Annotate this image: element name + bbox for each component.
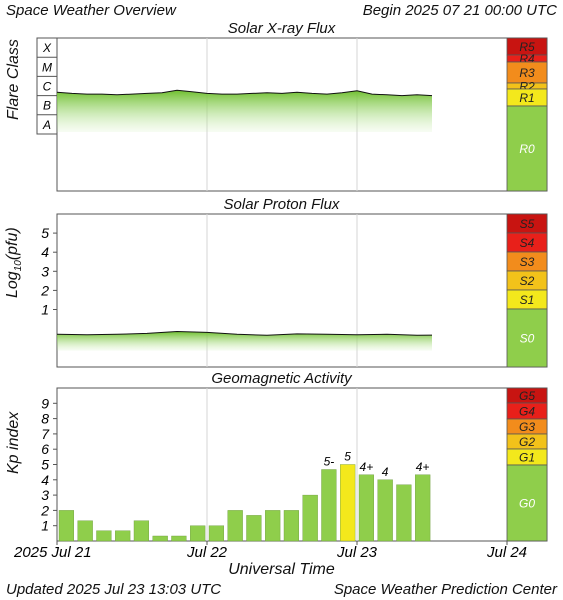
proton-ytick-label: 5	[41, 225, 49, 241]
xaxis-title: Universal Time	[228, 561, 335, 578]
kp-bar	[115, 530, 131, 542]
xray-scale-label: R1	[519, 91, 534, 105]
kp-bar	[396, 484, 412, 542]
proton-scale-label: S5	[520, 217, 535, 231]
kp-scale-label: G4	[519, 405, 535, 419]
kp-bar	[77, 520, 93, 542]
page-title: Space Weather Overview	[6, 2, 176, 19]
proton-ytick-label: 1	[41, 302, 49, 318]
kp-bar	[171, 535, 187, 542]
kp-ytick-label: 6	[41, 441, 49, 457]
kp-scale-label: G1	[519, 451, 535, 465]
xray-flux-line	[56, 89, 433, 97]
kp-scale-label: G3	[519, 420, 535, 434]
kp-ytick-label: 4	[41, 472, 49, 488]
xaxis-tick-label: Jul 22	[186, 544, 228, 561]
proton-scale-box	[506, 308, 548, 368]
kp-bar	[246, 515, 262, 542]
kp-plot-frame	[56, 387, 548, 542]
proton-scale-label: S1	[520, 293, 535, 307]
kp-data-label: 4+	[416, 460, 430, 474]
kp-bar	[358, 474, 375, 542]
kp-bar	[415, 474, 431, 542]
proton-ytick-label: 3	[41, 263, 49, 279]
kp-data-label: 4+	[360, 460, 374, 474]
kp-ytick-label: 1	[41, 518, 49, 534]
kp-ytick-label: 3	[41, 487, 49, 503]
source-label: Space Weather Prediction Center	[333, 581, 557, 598]
xray-class-label: C	[43, 80, 52, 94]
xray-flux-area	[57, 90, 432, 132]
xaxis-tick-label: 2025 Jul 21	[13, 544, 92, 561]
proton-title: Solar Proton Flux	[223, 196, 340, 213]
proton-scale-label: S0	[520, 332, 535, 346]
kp-bar	[302, 494, 318, 542]
kp-bar	[96, 530, 112, 542]
proton-flux-line	[56, 330, 433, 336]
xray-scale-label: R5	[519, 40, 535, 54]
kp-ytick-label: 2	[40, 502, 49, 518]
kp-ytick-label: 7	[41, 426, 50, 442]
proton-scale-label: S4	[520, 236, 535, 250]
proton-scale-label: S2	[520, 274, 535, 288]
kp-bar	[321, 469, 337, 542]
kp-bar	[340, 464, 356, 542]
kp-bar	[190, 525, 206, 542]
kp-ytick-label: 9	[41, 395, 49, 411]
kp-bar	[283, 510, 300, 542]
kp-bar	[133, 520, 150, 542]
kp-data-label: 4	[382, 465, 389, 479]
updated-time: Updated 2025 Jul 23 13:03 UTC	[6, 581, 222, 598]
kp-bar	[208, 525, 225, 542]
kp-ytick-label: 8	[41, 411, 49, 427]
kp-bar	[227, 510, 243, 542]
kp-scale-label: G0	[519, 497, 535, 511]
proton-flux-area	[57, 331, 432, 351]
proton-ytick-label: 4	[41, 244, 49, 260]
kp-bar	[152, 535, 168, 542]
proton-ytick-label: 2	[40, 282, 49, 298]
kp-bar	[58, 510, 75, 542]
kp-data-label: 5-	[324, 455, 335, 469]
kp-data-label: 5	[344, 450, 351, 464]
xray-class-label: A	[42, 118, 51, 132]
kp-bar	[265, 510, 281, 542]
geomag-title: Geomagnetic Activity	[211, 370, 352, 387]
proton-scale-label: S3	[520, 255, 535, 269]
xray-scale-box	[506, 105, 548, 192]
xray-class-label: B	[43, 99, 51, 113]
begin-time: Begin 2025 07 21 00:00 UTC	[362, 2, 557, 19]
kp-ytick-label: 5	[41, 457, 49, 473]
xaxis-tick-label: Jul 24	[486, 544, 527, 561]
kp-bar	[377, 479, 393, 542]
kp-scale-label: G2	[519, 435, 535, 449]
xaxis-tick-label: Jul 23	[336, 544, 378, 561]
xray-scale-label: R0	[519, 142, 535, 156]
xray-class-label: X	[42, 41, 52, 55]
kp-scale-label: G5	[519, 389, 535, 403]
xray-class-box	[36, 37, 58, 135]
kp-scale-box	[506, 464, 548, 542]
xray-scale-label: R3	[519, 66, 535, 80]
xray-title: Solar X-ray Flux	[227, 20, 336, 37]
xray-class-label: M	[42, 60, 52, 74]
